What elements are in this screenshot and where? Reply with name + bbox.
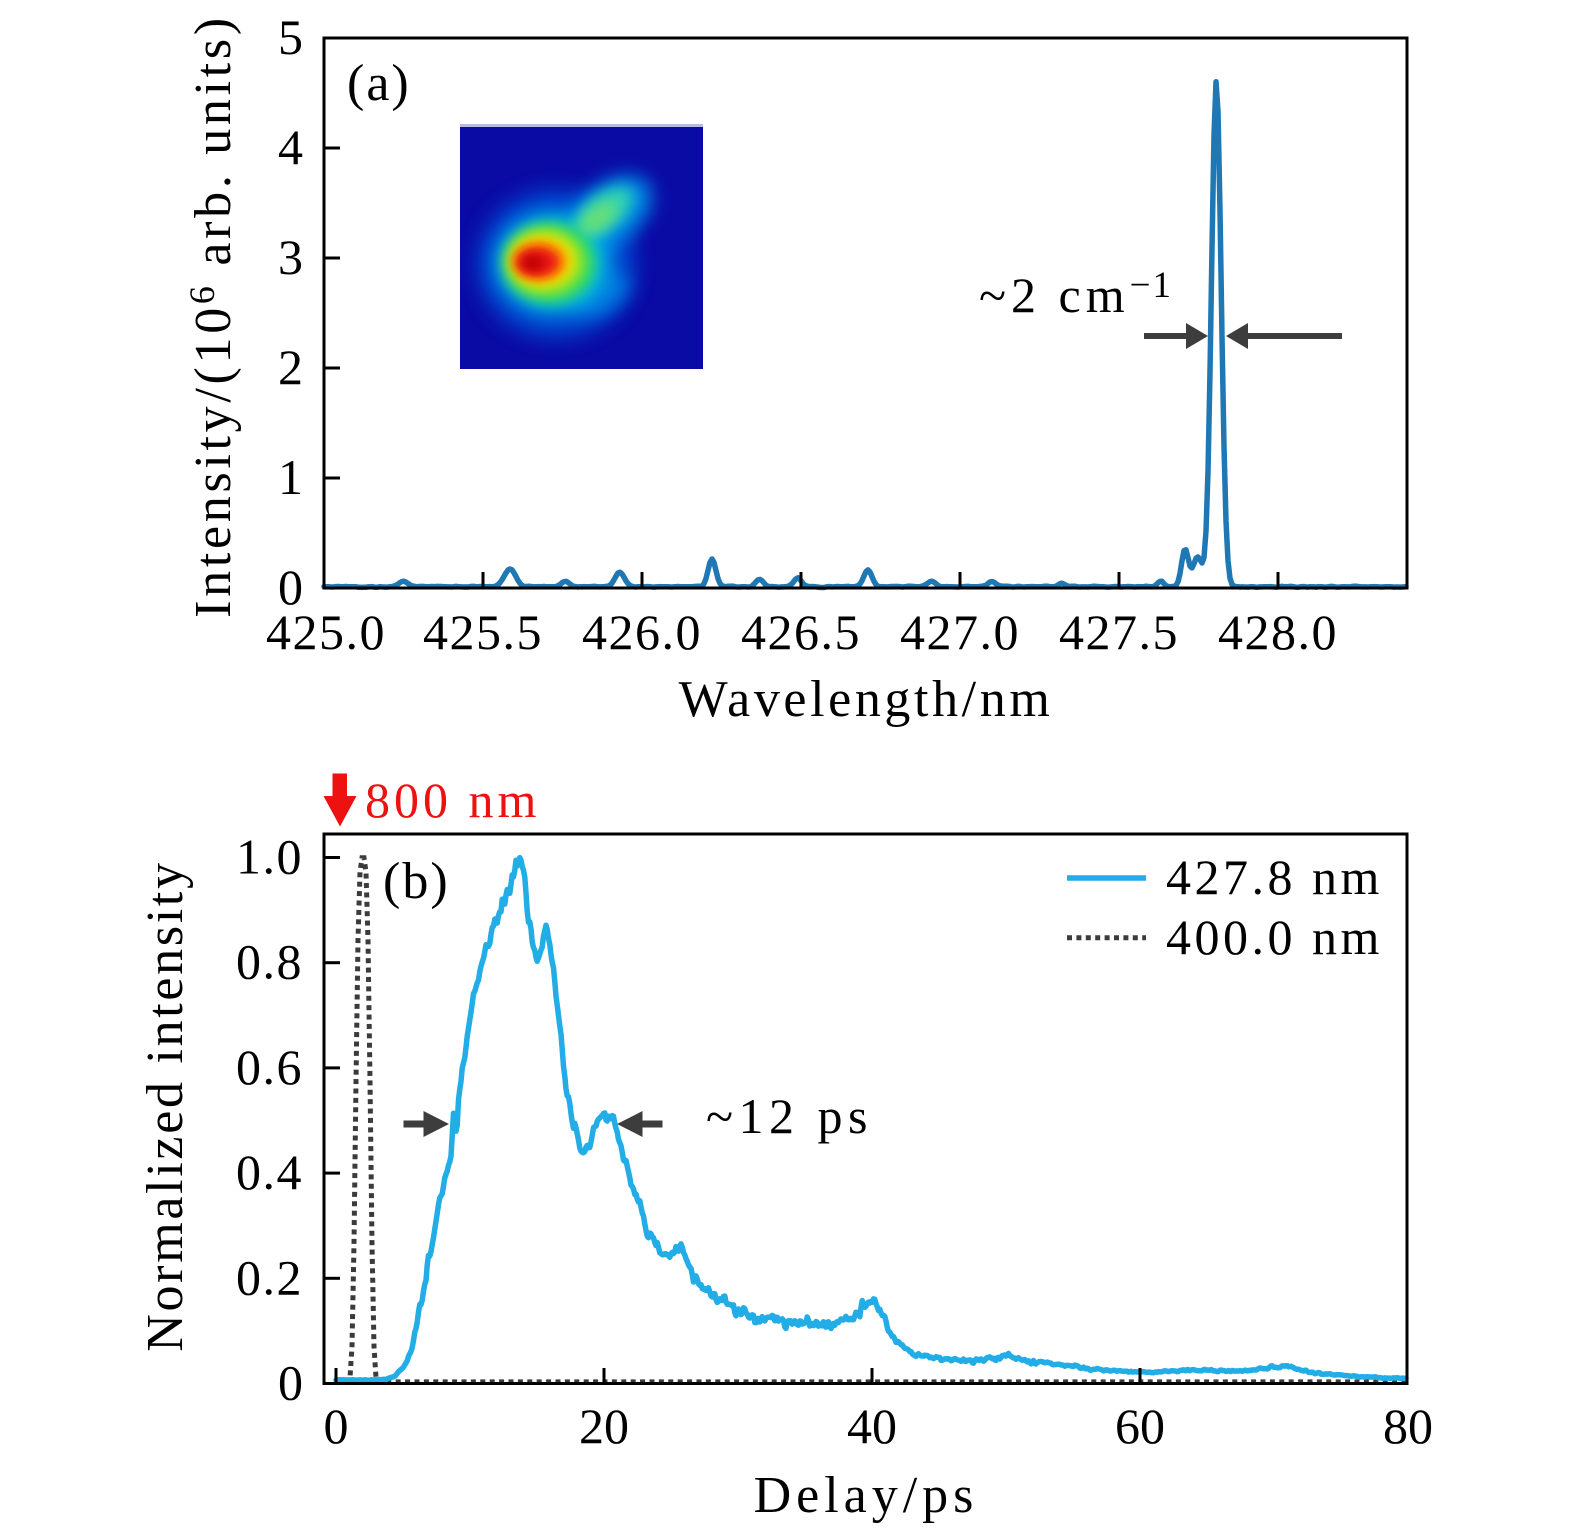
svg-text:40: 40 [847,1398,897,1454]
svg-text:5: 5 [278,9,303,65]
svg-text:400.0 nm: 400.0 nm [1166,909,1383,965]
svg-text:425.0: 425.0 [266,604,386,660]
svg-text:~12 ps: ~12 ps [706,1088,873,1144]
svg-text:3: 3 [278,229,303,285]
svg-text:0: 0 [278,559,303,615]
svg-text:0: 0 [278,1355,303,1411]
svg-text:0: 0 [324,1398,349,1454]
svg-text:4: 4 [278,119,303,175]
svg-text:427.5: 427.5 [1059,604,1179,660]
svg-text:0.8: 0.8 [236,934,303,990]
svg-text:Delay/ps: Delay/ps [754,1467,979,1524]
svg-text:428.0: 428.0 [1218,604,1338,660]
svg-text:(a): (a) [347,55,411,112]
svg-text:20: 20 [579,1398,629,1454]
svg-text:80: 80 [1383,1398,1433,1454]
svg-text:425.5: 425.5 [423,604,543,660]
svg-text:426.0: 426.0 [582,604,702,660]
svg-text:426.5: 426.5 [741,604,861,660]
svg-text:0.6: 0.6 [236,1039,303,1095]
svg-text:427.8 nm: 427.8 nm [1166,849,1383,905]
svg-text:0.4: 0.4 [236,1144,303,1200]
svg-text:(b): (b) [383,853,450,910]
svg-text:Wavelength/nm: Wavelength/nm [679,671,1054,728]
svg-text:1: 1 [278,449,303,505]
svg-text:60: 60 [1115,1398,1165,1454]
svg-text:427.0: 427.0 [900,604,1020,660]
svg-text:800 nm: 800 nm [365,772,540,828]
svg-text:2: 2 [278,339,303,395]
svg-text:0.2: 0.2 [236,1249,303,1305]
svg-text:Intensity/(106 arb. units): Intensity/(106 arb. units) [182,14,242,618]
svg-text:Normalized intensity: Normalized intensity [137,860,194,1352]
svg-text:1.0: 1.0 [236,829,303,885]
